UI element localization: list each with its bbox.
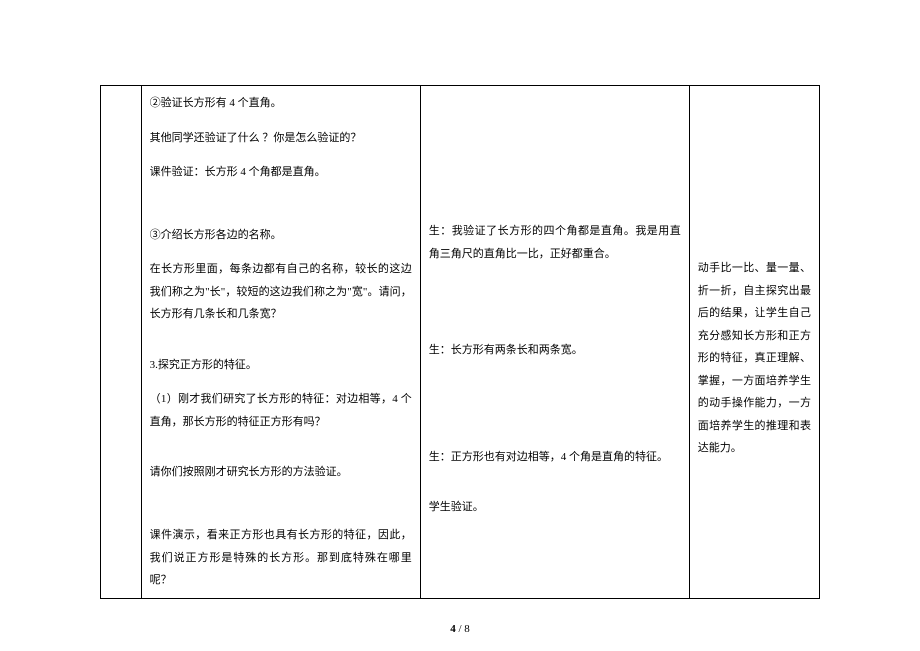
teacher-p8: 请你们按照刚才研究长方形的方法验证。: [150, 461, 412, 484]
intent-p1: 动手比一比、量一量、折一折，自主探究出最后的结果，让学生自己充分感知长方形和正方…: [698, 257, 811, 460]
col-design-intent: 动手比一比、量一量、折一折，自主探究出最后的结果，让学生自己充分感知长方形和正方…: [689, 86, 819, 599]
student-p2: 生：长方形有两条长和两条宽。: [429, 339, 681, 362]
teacher-p4: ③介绍长方形各边的名称。: [150, 224, 412, 247]
student-p1: 生：我验证了长方形的四个角都是直角。我是用直角三角尺的直角比一比，正好都重合。: [429, 220, 681, 265]
teacher-p7: （1）刚才我们研究了长方形的特征：对边相等，4 个直角，那长方形的特征正方形有吗…: [150, 388, 412, 433]
page-number-total: 8: [464, 623, 470, 635]
teacher-p1: ②验证长方形有 4 个直角。: [150, 92, 412, 115]
student-p3: 生：正方形也有对边相等，4 个角是直角的特征。: [429, 446, 681, 469]
teacher-p6: 3.探究正方形的特征。: [150, 354, 412, 377]
col-student-activity: 生：我验证了长方形的四个角都是直角。我是用直角三角尺的直角比一比，正好都重合。 …: [420, 86, 689, 599]
col-teacher-activity: ②验证长方形有 4 个直角。 其他同学还验证了什么 ？你是怎么验证的？ 课件验证…: [141, 86, 420, 599]
lesson-table: ②验证长方形有 4 个直角。 其他同学还验证了什么 ？你是怎么验证的？ 课件验证…: [100, 85, 820, 599]
col-empty-left: [101, 86, 142, 599]
teacher-p2: 其他同学还验证了什么 ？你是怎么验证的？: [150, 127, 412, 150]
page-footer: 4 / 8: [0, 623, 920, 635]
teacher-p3: 课件验证：长方形 4 个角都是直角。: [150, 161, 412, 184]
table-row: ②验证长方形有 4 个直角。 其他同学还验证了什么 ？你是怎么验证的？ 课件验证…: [101, 86, 820, 599]
student-p4: 学生验证。: [429, 496, 681, 519]
document-page: ②验证长方形有 4 个直角。 其他同学还验证了什么 ？你是怎么验证的？ 课件验证…: [0, 0, 920, 651]
teacher-p9: 课件演示，看来正方形也具有长方形的特征，因此，我们说正方形是特殊的长方形。那到底…: [150, 524, 412, 592]
page-number-sep: /: [456, 623, 465, 635]
teacher-p5: 在长方形里面，每条边都有自己的名称，较长的这边我们称之为"长"，较短的这边我们称…: [150, 258, 412, 326]
